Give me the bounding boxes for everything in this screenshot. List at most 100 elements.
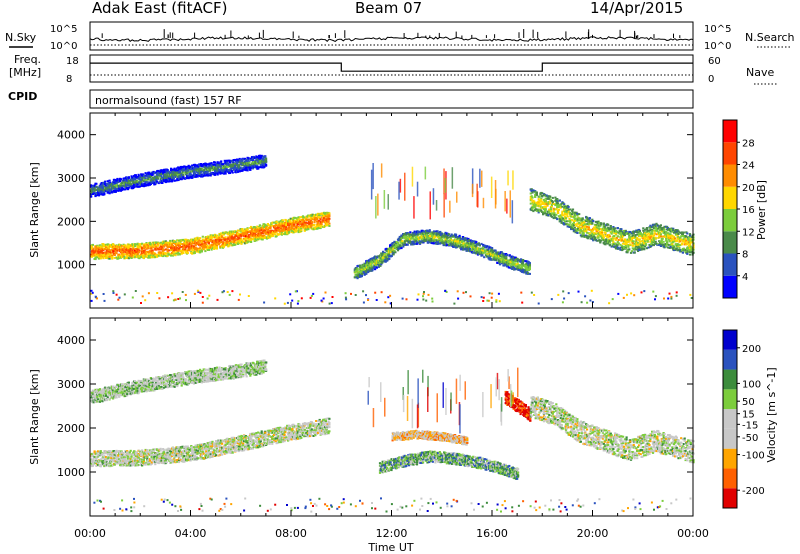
data-pixel bbox=[244, 161, 247, 164]
data-pixel bbox=[94, 258, 97, 261]
data-pixel bbox=[370, 264, 373, 267]
data-pixel bbox=[218, 242, 221, 245]
data-pixel bbox=[239, 232, 242, 235]
data-pixel bbox=[226, 161, 229, 164]
data-pixel bbox=[148, 255, 151, 257]
data-pixel bbox=[248, 161, 251, 164]
data-pixel bbox=[385, 247, 388, 250]
data-pixel bbox=[320, 223, 323, 226]
data-pixel bbox=[156, 176, 159, 179]
data-pixel bbox=[143, 245, 146, 248]
data-pixel bbox=[115, 252, 118, 255]
freq-panel: Freq. [MHz] 18 8 60 0 Nave bbox=[9, 53, 778, 85]
data-pixel bbox=[200, 165, 203, 168]
data-pixel bbox=[163, 178, 166, 181]
data-pixel bbox=[240, 235, 243, 238]
data-pixel bbox=[293, 225, 296, 228]
data-pixel bbox=[483, 256, 486, 259]
data-pixel bbox=[168, 249, 171, 252]
data-pixel bbox=[180, 173, 183, 176]
data-pixel bbox=[170, 169, 173, 172]
data-pixel bbox=[287, 220, 290, 223]
data-pixel bbox=[399, 240, 402, 243]
data-pixel bbox=[188, 173, 191, 176]
data-pixel bbox=[226, 159, 229, 162]
noise-left-tick-top: 10^5 bbox=[50, 24, 77, 35]
data-pixel bbox=[119, 184, 122, 187]
data-pixel bbox=[398, 243, 401, 246]
data-pixel bbox=[249, 230, 252, 233]
data-pixel bbox=[221, 238, 225, 241]
data-pixel bbox=[275, 229, 278, 232]
data-pixel bbox=[391, 242, 394, 244]
data-pixel bbox=[138, 250, 141, 253]
data-pixel bbox=[173, 248, 176, 251]
data-pixel bbox=[175, 244, 178, 247]
data-pixel bbox=[208, 245, 211, 248]
data-pixel bbox=[97, 247, 100, 250]
data-pixel bbox=[109, 181, 112, 184]
data-pixel bbox=[276, 224, 279, 227]
data-pixel bbox=[245, 231, 248, 234]
data-pixel bbox=[142, 251, 145, 254]
data-pixel bbox=[164, 252, 167, 255]
data-pixel bbox=[267, 233, 270, 236]
data-pixel bbox=[207, 249, 210, 251]
data-pixel bbox=[135, 177, 138, 180]
data-pixel bbox=[126, 251, 129, 254]
data-pixel bbox=[188, 249, 191, 252]
data-pixel bbox=[306, 222, 309, 225]
data-pixel bbox=[123, 257, 126, 260]
data-pixel bbox=[156, 255, 159, 258]
data-pixel bbox=[134, 245, 137, 248]
data-pixel bbox=[231, 232, 234, 235]
data-pixel bbox=[142, 180, 145, 182]
data-pixel bbox=[107, 182, 110, 184]
data-pixel bbox=[203, 240, 206, 243]
data-pixel bbox=[190, 242, 193, 245]
data-pixel bbox=[264, 237, 267, 239]
data-pixel bbox=[195, 174, 198, 176]
data-pixel bbox=[199, 237, 202, 240]
data-pixel bbox=[389, 246, 392, 249]
data-pixel bbox=[204, 246, 207, 249]
noise-right-tick-bottom: 10^0 bbox=[704, 41, 731, 52]
data-pixel bbox=[414, 236, 417, 239]
data-pixel bbox=[92, 247, 95, 250]
data-pixel bbox=[118, 253, 121, 256]
data-pixel bbox=[287, 227, 290, 230]
data-pixel bbox=[95, 254, 98, 257]
data-pixel bbox=[172, 242, 175, 244]
data-pixel bbox=[113, 256, 116, 259]
data-pixel bbox=[197, 165, 200, 168]
data-pixel bbox=[239, 166, 242, 169]
data-pixel bbox=[111, 256, 114, 259]
data-pixel bbox=[236, 232, 240, 235]
data-pixel bbox=[151, 249, 154, 252]
data-pixel bbox=[155, 245, 158, 248]
data-pixel bbox=[316, 223, 320, 226]
data-pixel bbox=[283, 228, 286, 231]
data-pixel bbox=[200, 250, 203, 253]
data-pixel bbox=[265, 164, 268, 167]
data-pixel bbox=[129, 182, 132, 185]
data-pixel bbox=[262, 155, 265, 158]
data-pixel bbox=[299, 216, 302, 219]
data-pixel bbox=[185, 239, 188, 242]
data-pixel bbox=[224, 236, 227, 239]
data-pixel bbox=[224, 172, 227, 175]
data-pixel bbox=[193, 248, 196, 251]
data-pixel bbox=[166, 250, 169, 253]
data-pixel bbox=[201, 235, 204, 238]
data-pixel bbox=[265, 157, 268, 160]
data-pixel bbox=[166, 248, 169, 251]
data-pixel bbox=[103, 193, 106, 196]
data-pixel bbox=[218, 238, 221, 241]
data-pixel bbox=[196, 239, 199, 241]
data-pixel bbox=[114, 248, 117, 251]
data-pixel bbox=[242, 229, 245, 232]
data-pixel bbox=[289, 217, 292, 220]
data-pixel bbox=[228, 172, 232, 174]
data-pixel bbox=[175, 250, 178, 253]
data-pixel bbox=[193, 173, 196, 176]
